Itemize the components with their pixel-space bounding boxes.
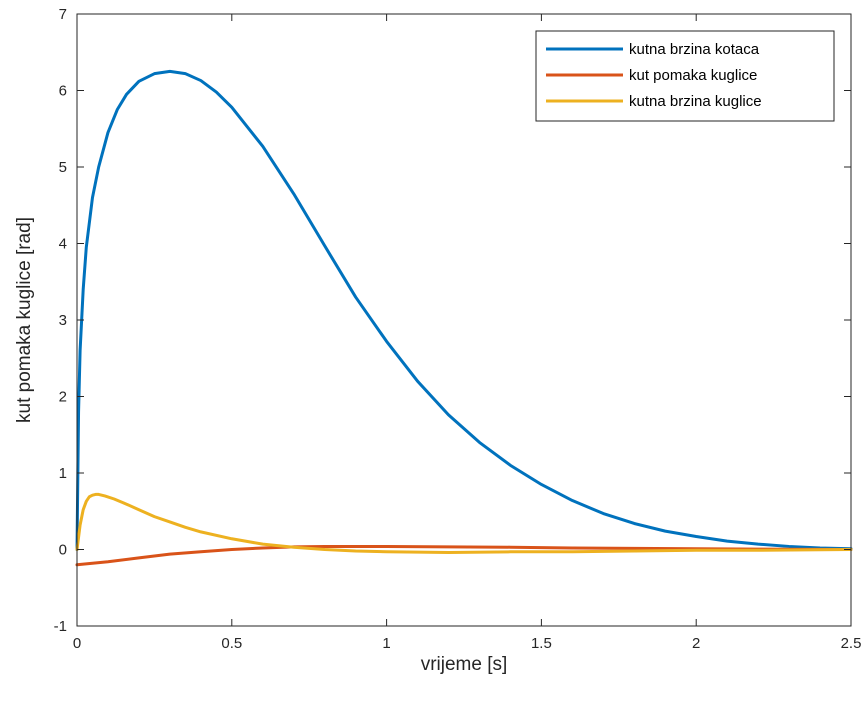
y-tick-label: -1 (54, 618, 67, 635)
legend-label-2: kut pomaka kuglice (629, 67, 757, 84)
y-tick-label: 6 (59, 83, 67, 100)
y-tick-label: 2 (59, 389, 67, 406)
x-tick-label: 2 (692, 635, 700, 652)
series-line-2 (75, 544, 853, 567)
x-axis: 0 0.5 1 1.5 2 2.5 (73, 14, 862, 652)
x-tick-label: 0 (73, 635, 81, 652)
y-tick-label: 3 (59, 312, 67, 329)
x-tick-label: 2.5 (841, 635, 862, 652)
series-line-3 (75, 492, 853, 555)
x-tick-label: 1.5 (531, 635, 552, 652)
y-tick-label: 4 (59, 236, 67, 253)
y-tick-label: 7 (59, 6, 67, 23)
series-line-1 (75, 69, 853, 551)
y-tick-label: 5 (59, 159, 67, 176)
legend-label-3: kutna brzina kuglice (629, 93, 762, 110)
y-axis: -1 0 1 2 3 4 5 6 7 (54, 6, 851, 635)
y-tick-label: 0 (59, 542, 67, 559)
x-axis-title: vrijeme [s] (421, 654, 508, 675)
x-tick-label: 1 (382, 635, 390, 652)
series-layer (75, 69, 853, 567)
legend: kutna brzina kotaca kut pomaka kuglice kut… (535, 30, 835, 122)
y-axis-title: kut pomaka kuglice [rad] (14, 217, 35, 423)
legend-label-1: kutna brzina kotaca (629, 41, 760, 58)
x-tick-label: 0.5 (221, 635, 242, 652)
y-tick-label: 1 (59, 465, 67, 482)
